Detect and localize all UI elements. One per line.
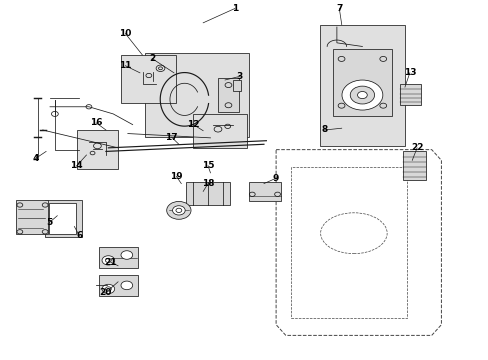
Text: 18: 18 [202, 179, 214, 188]
Text: 4: 4 [32, 154, 39, 163]
Circle shape [121, 251, 132, 259]
Circle shape [349, 86, 374, 104]
Circle shape [166, 202, 191, 219]
Text: 22: 22 [410, 143, 423, 152]
Text: 8: 8 [321, 126, 327, 135]
Circle shape [102, 256, 115, 265]
Text: 9: 9 [272, 174, 279, 183]
Text: 19: 19 [170, 172, 183, 181]
Text: 14: 14 [70, 161, 83, 170]
Bar [77, 130, 118, 169]
Text: 12: 12 [187, 120, 199, 129]
Bar [49, 203, 76, 234]
Text: 20: 20 [100, 288, 112, 297]
Bar [399, 84, 420, 105]
Bar [249, 182, 281, 202]
Text: 15: 15 [202, 161, 214, 170]
Circle shape [357, 91, 366, 99]
Text: 5: 5 [46, 219, 52, 228]
Text: 2: 2 [149, 54, 155, 63]
Text: 17: 17 [165, 132, 178, 141]
Bar [402, 152, 426, 180]
Text: 21: 21 [104, 258, 117, 267]
Bar [319, 24, 404, 146]
Text: 11: 11 [119, 61, 131, 70]
Text: 1: 1 [231, 4, 238, 13]
Text: 6: 6 [76, 231, 82, 240]
Circle shape [121, 281, 132, 290]
Bar [332, 49, 391, 116]
Bar [193, 114, 246, 148]
Bar [99, 247, 137, 267]
Bar [45, 200, 81, 237]
Text: 16: 16 [90, 118, 102, 127]
Bar [218, 78, 239, 112]
Circle shape [102, 284, 115, 294]
Bar [186, 182, 229, 205]
Bar [16, 200, 47, 234]
Bar [99, 275, 137, 296]
Bar [232, 80, 240, 91]
Text: 13: 13 [403, 68, 415, 77]
Circle shape [172, 206, 185, 215]
Bar [120, 55, 176, 103]
Text: 10: 10 [119, 29, 131, 38]
Text: 7: 7 [335, 4, 342, 13]
Circle shape [341, 80, 382, 110]
Text: 3: 3 [236, 72, 242, 81]
Ellipse shape [320, 213, 386, 254]
Bar [144, 53, 249, 137]
